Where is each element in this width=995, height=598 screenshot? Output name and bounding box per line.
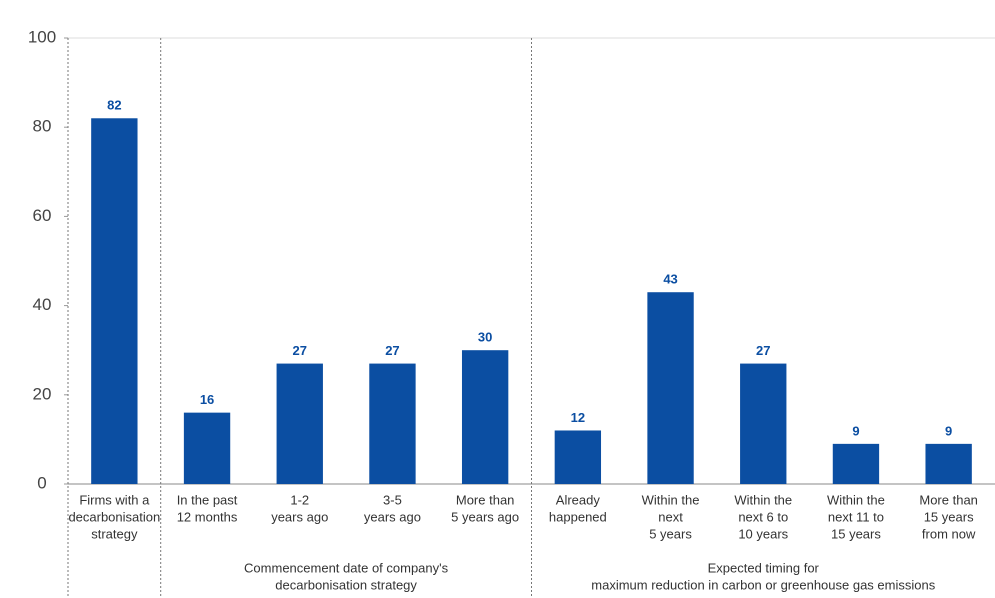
x-tick-label: 10 years	[738, 526, 788, 541]
x-tick-label: Firms with a	[79, 492, 150, 507]
x-tick-label: next 11 to	[828, 509, 884, 524]
value-label: 9	[945, 423, 952, 438]
x-tick-label: 5 years ago	[451, 509, 519, 524]
x-tick-label: More than	[456, 492, 515, 507]
x-tick-label: More than	[919, 492, 978, 507]
x-tick-label: next 6 to	[738, 509, 788, 524]
value-label: 12	[571, 410, 585, 425]
x-tick-label: years ago	[271, 509, 328, 524]
x-tick-label: In the past	[177, 492, 238, 507]
y-tick-label: 80	[33, 117, 52, 136]
value-label: 27	[293, 343, 307, 358]
value-label: 30	[478, 330, 492, 345]
y-tick-label: 20	[33, 384, 52, 403]
bar	[461, 350, 509, 484]
x-tick-label: Within the	[827, 492, 885, 507]
x-tick-label: decarbonisation	[68, 509, 160, 524]
bar	[276, 363, 323, 484]
bar	[554, 430, 602, 484]
y-tick-label: 60	[33, 206, 52, 225]
x-tick-label: 15 years	[924, 509, 974, 524]
group-label: decarbonisation strategy	[275, 577, 417, 592]
bar	[740, 363, 787, 484]
x-tick-label: Already	[556, 492, 601, 507]
bar	[183, 412, 231, 484]
x-tick-label: Within the	[642, 492, 700, 507]
x-tick-label: 15 years	[831, 526, 881, 541]
value-label: 27	[756, 343, 770, 358]
x-tick-label: 12 months	[177, 509, 238, 524]
y-tick-label: 0	[37, 473, 46, 492]
bar	[647, 292, 694, 484]
value-label: 16	[200, 392, 214, 407]
x-tick-label: years ago	[364, 509, 421, 524]
group-label: Expected timing for	[708, 560, 820, 575]
x-tick-label: 1-2	[290, 492, 309, 507]
y-tick-label: 100	[28, 27, 56, 46]
value-label: 43	[663, 272, 677, 287]
x-tick-label: from now	[922, 526, 976, 541]
bar	[832, 443, 880, 484]
x-tick-label: strategy	[91, 526, 138, 541]
x-tick-label: next	[658, 509, 683, 524]
group-label: maximum reduction in carbon or greenhous…	[591, 577, 935, 592]
bar	[91, 118, 138, 484]
value-label: 82	[107, 98, 121, 113]
group-label: Commencement date of company's	[244, 560, 449, 575]
y-tick-label: 40	[33, 295, 52, 314]
x-tick-label: happened	[549, 509, 607, 524]
x-tick-label: Within the	[734, 492, 792, 507]
bar	[369, 363, 416, 484]
value-label: 27	[385, 343, 399, 358]
x-tick-label: 5 years	[649, 526, 692, 541]
x-tick-label: 3-5	[383, 492, 402, 507]
value-label: 9	[852, 423, 859, 438]
bar	[925, 443, 972, 484]
